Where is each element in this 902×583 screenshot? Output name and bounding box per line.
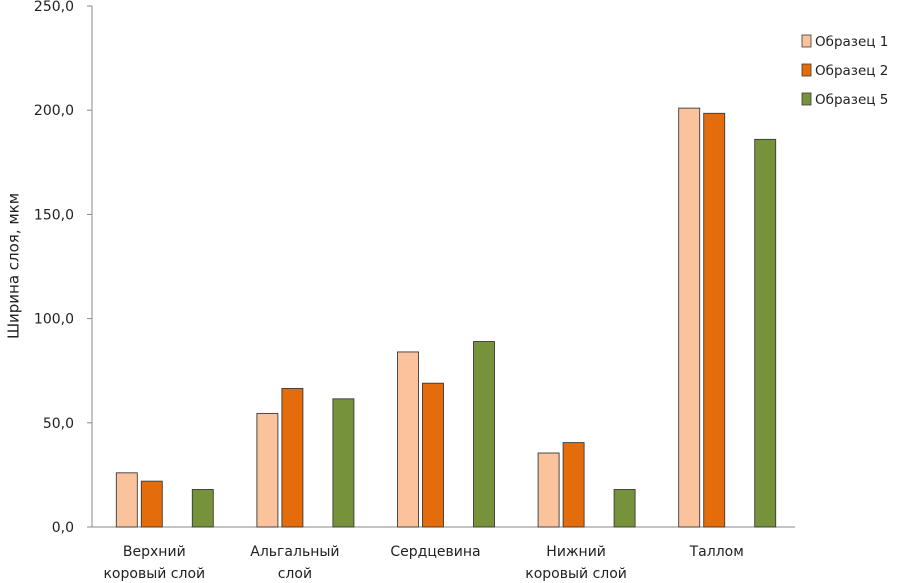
- category-label: Таллом: [689, 544, 744, 560]
- y-axis-title-group: Ширина слоя, мкм: [5, 193, 23, 339]
- bar-образец-1-cat-1: [115, 472, 138, 528]
- bar-образец-5-cat-4: [613, 489, 636, 528]
- bar-образец-5-cat-5: [754, 138, 777, 528]
- category-labels: Верхний коровый слой Альгальный слой Сердцев…: [103, 544, 743, 582]
- bar-образец-1-cat-5: [678, 107, 701, 528]
- legend: Образец 1 Образец 2 Образец 5: [801, 34, 888, 108]
- y-tick-label: 150,0: [34, 207, 74, 223]
- bar-образец-1-cat-4: [537, 452, 560, 528]
- y-tick-label: 250,0: [34, 0, 74, 15]
- category-label: Нижний коровый слой: [525, 544, 627, 582]
- legend-swatch: [801, 34, 812, 48]
- bar-образец-2-cat-4: [562, 442, 585, 528]
- bar-образец-2-cat-1: [140, 480, 163, 528]
- bar-образец-2-cat-2: [281, 387, 304, 528]
- category-label: Верхний коровый слой: [103, 544, 205, 582]
- category-label: Сердцевина: [390, 544, 480, 560]
- y-tick-label: 0,0: [52, 520, 74, 536]
- legend-label: Образец 5: [815, 92, 888, 108]
- legend-label: Образец 2: [815, 63, 888, 79]
- category-label: Альгальный слой: [250, 544, 339, 582]
- bar-образец-1-cat-2: [256, 412, 279, 528]
- bar-образец-5-cat-1: [191, 489, 214, 528]
- y-tick-label: 50,0: [43, 416, 74, 432]
- legend-label: Образец 1: [815, 34, 888, 50]
- y-tick-label: 100,0: [34, 312, 74, 328]
- bar-образец-5-cat-3: [473, 341, 495, 528]
- y-ticks: 0,0 50,0 100,0 150,0 200,0 250,0: [34, 0, 92, 536]
- bar-образец-2-cat-3: [422, 382, 444, 528]
- legend-swatch: [801, 63, 812, 77]
- y-tick-label: 200,0: [34, 103, 74, 119]
- bar-образец-1-cat-3: [397, 351, 419, 528]
- legend-swatch: [801, 92, 812, 106]
- bars: [115, 107, 777, 528]
- y-axis-title: Ширина слоя, мкм: [5, 193, 23, 339]
- bar-образец-2-cat-5: [703, 112, 726, 528]
- bar-образец-5-cat-2: [332, 398, 355, 528]
